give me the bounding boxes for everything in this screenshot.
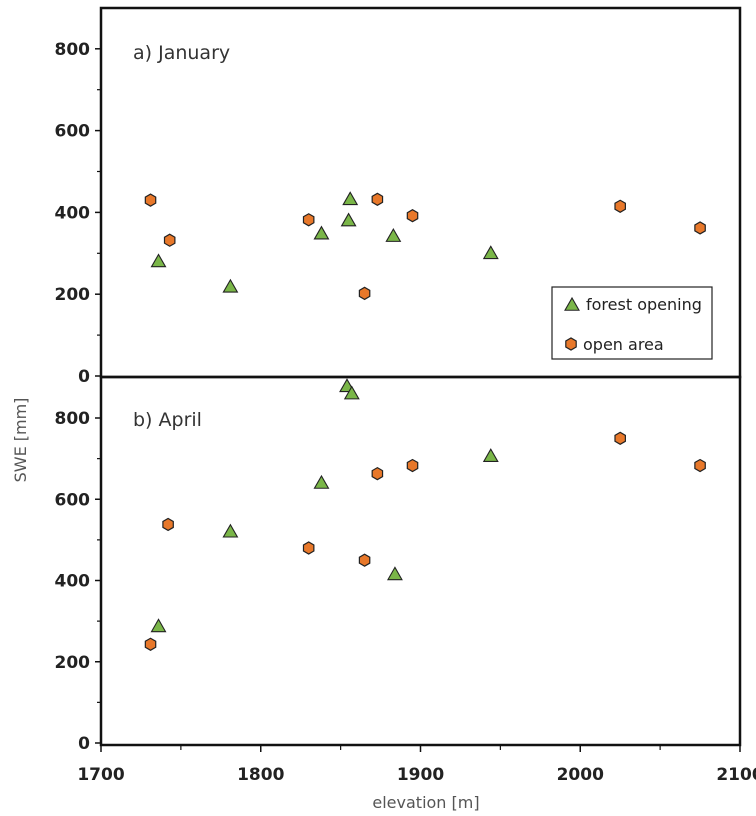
panel-label: a) January [133,42,230,64]
data-point [482,245,499,260]
data-point [144,637,157,651]
data-point [371,192,384,207]
data-point [222,523,239,538]
legend: forest opening open area [551,286,713,360]
panels-layer: 0 200 400 600 800 a) January 0 200 400 600 800 b) A… [55,6,756,785]
data-point [614,431,626,446]
data-point [150,618,167,633]
data-point [163,233,176,247]
data-point [342,191,359,206]
y-axis-title: SWE [mm] [11,398,30,483]
y-tick-label: 400 [55,572,91,592]
legend-label-open-area: open area [583,335,664,354]
data-point [313,474,330,489]
legend-triangle [564,296,580,311]
data-point [150,253,167,268]
x-tick-label: 2100 [716,765,756,785]
x-tick-label: 1800 [237,765,284,785]
legend-marker-open-area [565,337,577,351]
data-point [302,541,315,555]
y-tick-label: 600 [55,490,91,510]
data-point [340,212,357,227]
data-point [358,553,371,567]
data-point [406,208,419,223]
x-axis: 1700 1800 1900 2000 2100 [77,745,756,785]
panel-label: b) April [133,409,202,431]
plot-frame [99,375,742,747]
data-point [162,517,174,532]
y-tick-label: 200 [55,653,91,673]
series-open-area [144,431,706,651]
series-open-area [144,192,706,301]
legend-hexagon [565,337,577,351]
legend-box [551,286,713,360]
data-point [614,199,626,213]
y-tick-label: 800 [55,40,91,60]
y-tick-label: 600 [55,122,91,142]
data-point [371,466,384,481]
data-point [144,193,157,207]
data-point [358,286,371,301]
series-forest-opening [150,191,499,293]
x-tick-label: 1700 [77,765,124,785]
y-tick-label: 200 [55,285,91,305]
data-point [694,221,706,235]
data-point [406,458,419,473]
y-tick-label: 0 [78,367,90,387]
panel-april: 0 200 400 600 800 b) April [55,375,742,754]
data-point [386,566,403,581]
series-forest-opening [150,378,499,633]
y-tick-label: 800 [55,409,91,429]
data-point [302,213,315,227]
y-tick-label: 400 [55,203,91,223]
data-point [385,228,402,242]
data-point [343,385,360,400]
x-axis-title: elevation [m] [372,793,479,812]
x-tick-label: 1900 [397,765,444,785]
x-tick-label: 2000 [557,765,604,785]
data-point [222,278,239,293]
legend-label-forest-opening: forest opening [586,295,702,314]
data-point [313,225,330,240]
legend-marker-forest-opening [564,296,580,311]
y-tick-label: 0 [78,734,90,754]
data-point [694,458,706,473]
data-point [482,448,499,462]
